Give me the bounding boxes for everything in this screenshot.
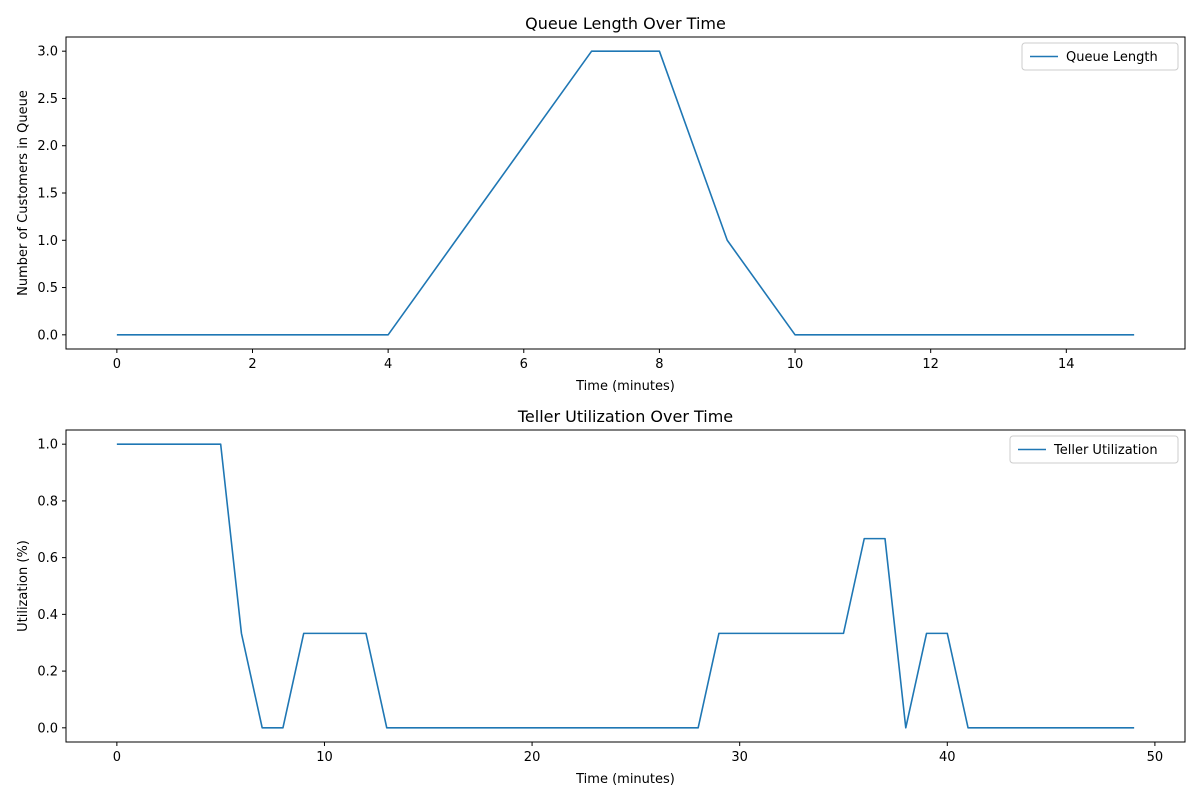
x-tick-label: 8 [655, 357, 663, 372]
x-tick-label: 12 [922, 357, 939, 372]
x-tick-label: 50 [1147, 750, 1164, 765]
x-tick-label: 20 [524, 750, 541, 765]
y-axis-label: Number of Customers in Queue [16, 90, 31, 296]
x-tick-label: 4 [384, 357, 392, 372]
x-axis-label: Time (minutes) [575, 379, 675, 394]
y-tick-label: 0.5 [37, 281, 58, 296]
x-tick-label: 0 [113, 357, 121, 372]
y-tick-label: 0.2 [37, 665, 58, 680]
y-axis-label: Utilization (%) [16, 540, 31, 632]
x-tick-label: 14 [1058, 357, 1075, 372]
y-tick-label: 0.0 [37, 721, 58, 736]
y-tick-label: 0.8 [37, 494, 58, 509]
legend-box [1009, 435, 1179, 464]
y-tick-label: 0.0 [37, 328, 58, 343]
y-tick-label: 1.5 [37, 187, 58, 202]
legend-label: Queue Length [1066, 50, 1158, 65]
y-tick-label: 3.0 [37, 45, 58, 60]
queue-length-plot: Queue Length Over Time 0 2 4 6 8 10 12 14 0.0 0.5 1… [16, 14, 1186, 394]
x-tick-label: 0 [113, 750, 121, 765]
y-tick-label: 0.4 [37, 608, 58, 623]
x-tick-label: 2 [248, 357, 256, 372]
x-tick-label: 10 [316, 750, 333, 765]
chart-title: Queue Length Over Time [525, 14, 726, 33]
legend-label: Teller Utilization [1053, 443, 1158, 458]
x-tick-label: 10 [787, 357, 804, 372]
y-tick-label: 2.0 [37, 139, 58, 154]
series-line-teller-utilization [116, 443, 1135, 729]
x-tick-label: 30 [731, 750, 748, 765]
x-axis-label: Time (minutes) [575, 772, 675, 787]
y-tick-label: 0.6 [37, 551, 58, 566]
axes-frame [65, 429, 1186, 743]
y-tick-label: 1.0 [37, 234, 58, 249]
legend-box [1021, 42, 1179, 71]
y-tick-label: 2.5 [37, 92, 58, 107]
x-tick-label: 40 [939, 750, 956, 765]
x-tick-label: 6 [520, 357, 528, 372]
chart-title: Teller Utilization Over Time [517, 407, 733, 426]
series-line-queue-length [116, 50, 1135, 336]
teller-utilization-plot: Teller Utilization Over Time 0 10 20 30 40 50 0… [16, 407, 1186, 787]
y-tick-label: 1.0 [37, 438, 58, 453]
